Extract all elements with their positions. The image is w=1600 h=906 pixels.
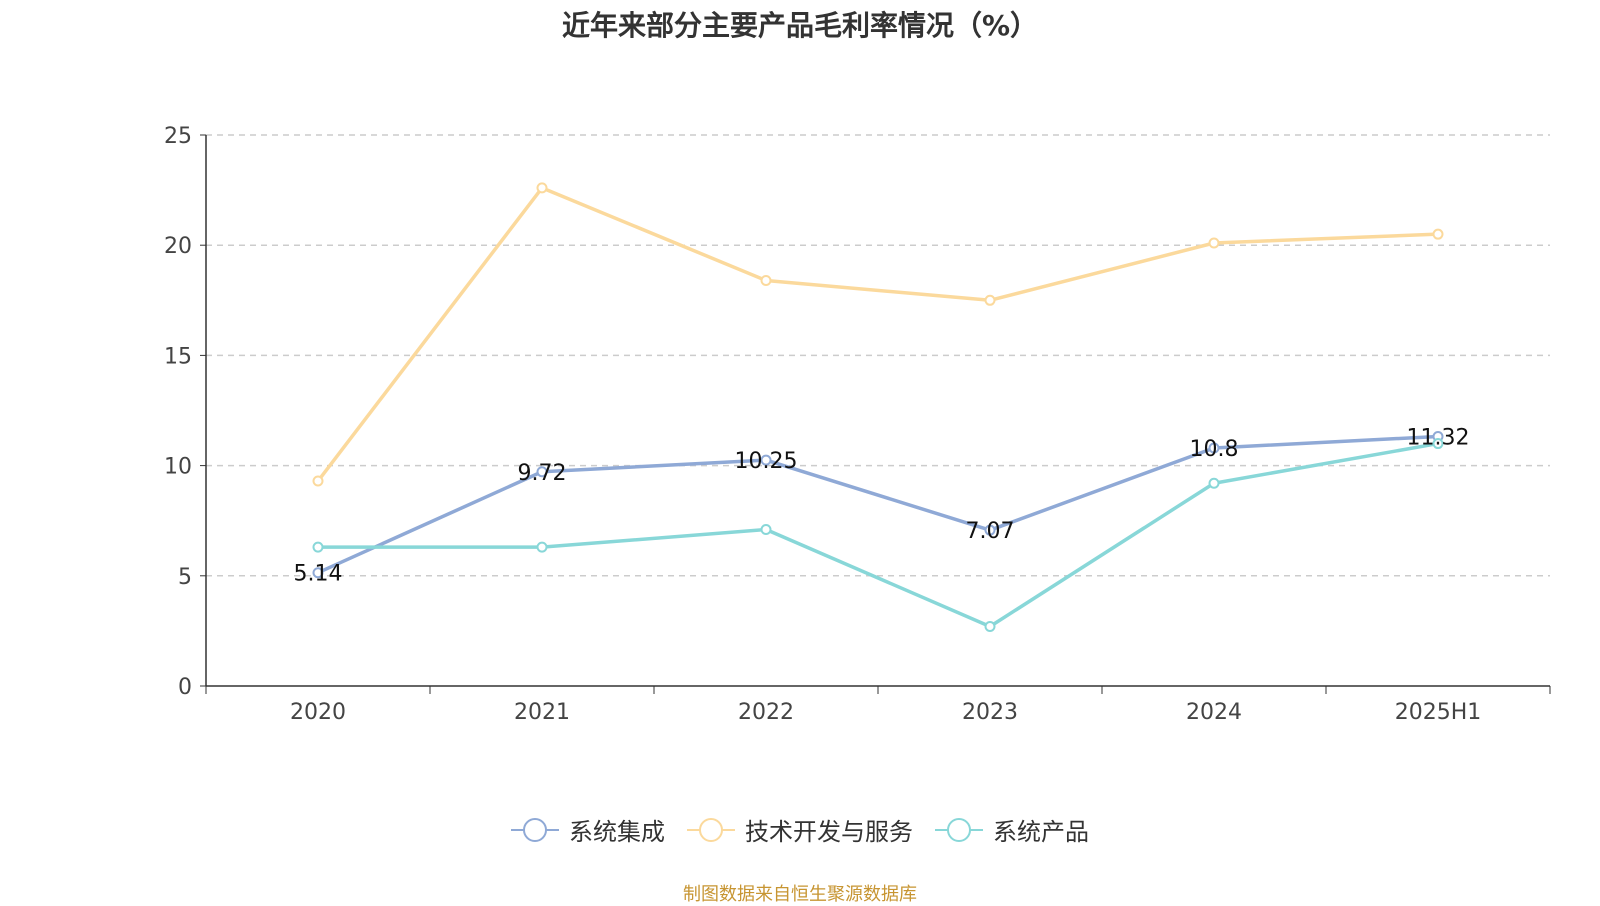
source-note: 制图数据来自恒生聚源数据库 [683, 884, 917, 905]
x-tick-label: 2022 [738, 700, 794, 725]
legend-item-series-1[interactable]: 系统集成 [511, 812, 665, 847]
legend-marker-icon [935, 817, 983, 842]
data-point [1432, 438, 1444, 450]
data-point [1208, 237, 1220, 249]
data-label: 9.72 [518, 461, 567, 486]
data-point [536, 541, 548, 553]
data-label: 7.07 [966, 519, 1015, 544]
series-line-2 [316, 186, 1439, 483]
legend-marker-icon [687, 817, 735, 842]
legend-item-series-2[interactable]: 技术开发与服务 [687, 812, 913, 847]
series-line-3 [318, 441, 1439, 629]
y-tick-label: 25 [164, 124, 192, 149]
x-tick-label: 2020 [290, 700, 346, 725]
data-point [1208, 477, 1220, 489]
legend-marker-icon [511, 817, 559, 842]
legend-label: 技术开发与服务 [745, 818, 913, 846]
x-tick-label: 2023 [962, 700, 1018, 725]
data-point [760, 524, 772, 536]
y-tick-label: 15 [164, 344, 192, 369]
legend-item-series-3[interactable]: 系统产品 [935, 812, 1089, 847]
line-chart: 0 5 10 15 20 25 2020 2021 2022 2023 2024 2025H1 5.14… [164, 124, 1551, 725]
data-point [312, 541, 324, 553]
y-tick-label: 10 [164, 455, 192, 480]
x-tick-label: 2025H1 [1395, 700, 1482, 725]
data-point [536, 466, 548, 478]
data-point [984, 294, 996, 306]
series-line-1 [317, 434, 1439, 575]
data-point [312, 567, 324, 579]
legend-label: 系统产品 [993, 818, 1089, 846]
x-tick-label: 2021 [514, 700, 570, 725]
data-point [312, 475, 324, 487]
chart-legend: 系统集成 技术开发与服务 系统产品 [0, 812, 1600, 847]
data-point [984, 620, 996, 632]
data-point [1208, 442, 1220, 454]
data-label: 5.14 [294, 562, 343, 587]
data-point [760, 274, 772, 286]
legend-label: 系统集成 [569, 818, 665, 846]
data-point [536, 182, 548, 194]
data-point [984, 524, 996, 536]
y-tick-label: 5 [178, 565, 192, 590]
data-label: 10.8 [1190, 437, 1239, 462]
y-tick-label: 0 [178, 675, 192, 700]
chart-title: 近年来部分主要产品毛利率情况（%） [561, 9, 1039, 42]
data-point [760, 454, 772, 466]
data-point [1432, 228, 1444, 240]
x-tick-label: 2024 [1186, 700, 1242, 725]
data-label: 10.25 [735, 449, 798, 474]
y-tick-label: 20 [164, 234, 192, 259]
data-label: 11.32 [1407, 426, 1470, 451]
